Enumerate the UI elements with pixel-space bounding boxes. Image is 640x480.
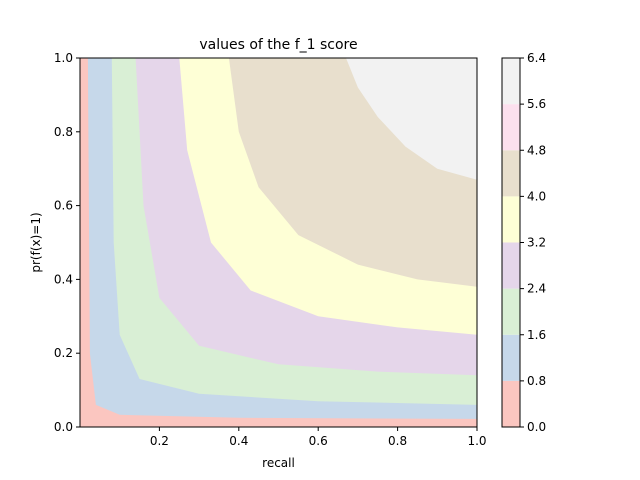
x-axis: 0.2 0.4 0.6 0.8 1.0 [150,427,487,448]
colorbar-tick-label: 3.2 [527,236,546,250]
y-tick-label: 0.8 [54,125,73,139]
x-tick-label: 1.0 [467,434,486,448]
y-tick-label: 0.4 [54,272,73,286]
contour-band-6 [346,58,477,180]
x-axis-label: recall [262,456,295,470]
colorbar: 0.0 0.8 1.6 2.4 3.2 4.0 4.8 5.6 6.4 [501,51,546,434]
y-tick-label: 0.0 [54,420,73,434]
colorbar-tick-label: 0.0 [527,420,546,434]
x-tick-label: 0.4 [229,434,248,448]
colorbar-tick-label: 6.4 [527,51,546,65]
colorbar-tick-label: 2.4 [527,282,546,296]
y-tick-label: 1.0 [54,51,73,65]
colorbar-segment [502,196,520,243]
colorbar-segment [502,334,520,381]
y-axis-label: pr(f(x)=1) [29,212,43,272]
colorbar-segment [502,380,520,427]
colorbar-segment [502,150,520,197]
y-tick-label: 0.6 [54,199,73,213]
colorbar-tick-label: 5.6 [527,97,546,111]
colorbar-tick-label: 0.8 [527,374,546,388]
colorbar-segment [502,288,520,335]
y-tick-label: 0.2 [54,346,73,360]
x-tick-label: 0.8 [388,434,407,448]
plot-frame [79,57,478,428]
x-tick-label: 0.6 [309,434,328,448]
colorbar-segment [502,242,520,289]
colorbar-segment [502,58,520,105]
x-tick-label: 0.2 [150,434,169,448]
colorbar-segment [502,104,520,151]
plot-area [80,58,477,427]
colorbar-tick-label: 4.0 [527,189,546,203]
y-axis: 0.0 0.2 0.4 0.6 0.8 1.0 [54,51,80,434]
chart-title: values of the f_1 score [199,37,357,53]
colorbar-tick-label: 4.8 [527,143,546,157]
colorbar-tick-label: 1.6 [527,328,546,342]
